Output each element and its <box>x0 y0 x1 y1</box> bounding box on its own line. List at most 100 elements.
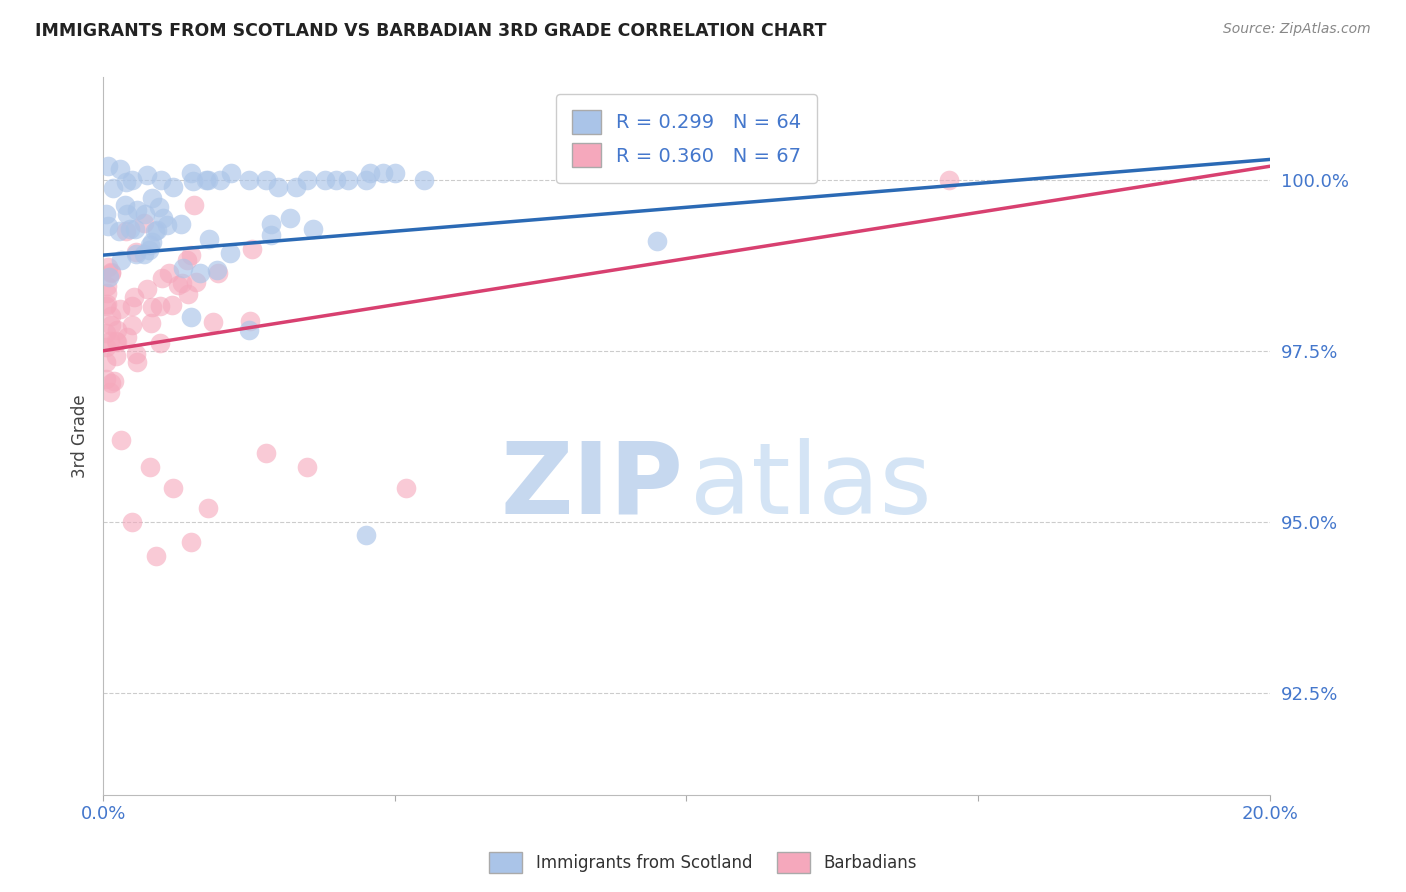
Point <box>96 285 118 300</box>
Point <box>280 211 302 226</box>
Point <box>94 326 117 341</box>
Point <box>371 166 394 180</box>
Point <box>239 314 262 328</box>
Point <box>395 481 418 495</box>
Point <box>105 334 128 349</box>
Point <box>198 232 221 246</box>
Text: IMMIGRANTS FROM SCOTLAND VS BARBADIAN 3RD GRADE CORRELATION CHART: IMMIGRANTS FROM SCOTLAND VS BARBADIAN 3R… <box>35 22 827 40</box>
Point <box>136 168 159 182</box>
Point <box>169 217 191 231</box>
Point <box>94 372 117 386</box>
Point <box>121 515 143 529</box>
Point <box>337 173 360 187</box>
Point <box>115 330 138 344</box>
Point <box>297 173 319 187</box>
Point <box>180 248 202 262</box>
Point <box>354 173 377 187</box>
Point <box>302 222 325 236</box>
Point <box>172 260 194 275</box>
Point <box>124 347 146 361</box>
Point <box>100 318 122 333</box>
Point <box>110 253 132 268</box>
Point <box>141 191 163 205</box>
Text: atlas: atlas <box>690 438 932 535</box>
Point <box>180 535 202 549</box>
Point <box>181 174 204 188</box>
Point <box>207 266 229 280</box>
Point <box>108 301 131 316</box>
Point <box>284 179 307 194</box>
Point <box>100 265 122 279</box>
Point <box>105 334 128 349</box>
Point <box>114 198 136 212</box>
Point <box>136 282 159 296</box>
Point <box>180 310 202 324</box>
Point <box>167 277 190 292</box>
Point <box>141 301 163 315</box>
Point <box>110 433 132 447</box>
Point <box>121 173 143 187</box>
Point <box>100 266 122 280</box>
Point <box>96 278 118 293</box>
Point <box>121 299 143 313</box>
Point <box>160 298 183 312</box>
Point <box>384 166 406 180</box>
Point <box>256 446 278 460</box>
Point <box>260 228 283 243</box>
Point <box>159 266 181 280</box>
Point <box>103 375 125 389</box>
Point <box>122 290 145 304</box>
Point <box>297 460 319 475</box>
Point <box>359 166 381 180</box>
Point <box>125 354 148 368</box>
Point <box>115 206 138 220</box>
Point <box>162 179 184 194</box>
Point <box>94 207 117 221</box>
Point <box>97 260 120 274</box>
Point <box>97 159 120 173</box>
Point <box>938 173 960 187</box>
Text: ZIP: ZIP <box>501 438 683 535</box>
Point <box>354 528 377 542</box>
Point <box>188 266 211 280</box>
Point <box>101 181 124 195</box>
Point <box>100 376 122 391</box>
Point <box>238 323 260 337</box>
Point <box>125 246 148 260</box>
Point <box>205 263 228 277</box>
Point <box>413 173 436 187</box>
Point <box>172 276 194 290</box>
Point <box>194 173 217 187</box>
Point <box>184 275 207 289</box>
Point <box>139 460 162 475</box>
Point <box>118 221 141 235</box>
Point <box>124 222 146 236</box>
Point <box>314 173 336 187</box>
Point <box>98 384 121 399</box>
Point <box>325 173 347 187</box>
Point <box>197 501 219 516</box>
Point <box>152 211 174 225</box>
Point <box>162 481 184 495</box>
Point <box>134 207 156 221</box>
Point <box>115 224 138 238</box>
Point <box>138 243 160 257</box>
Point <box>121 318 143 333</box>
Point <box>238 173 260 187</box>
Point <box>197 173 219 187</box>
Point <box>105 323 128 337</box>
Text: Source: ZipAtlas.com: Source: ZipAtlas.com <box>1223 22 1371 37</box>
Point <box>221 166 243 180</box>
Point <box>256 173 278 187</box>
Point <box>132 216 155 230</box>
Point <box>114 175 136 189</box>
Point <box>150 173 173 187</box>
Point <box>96 300 118 314</box>
Point <box>146 223 169 237</box>
Point <box>94 340 117 354</box>
Point <box>150 271 173 285</box>
Point <box>145 549 167 563</box>
Point <box>180 166 202 180</box>
Point <box>141 235 163 249</box>
Point <box>141 316 163 330</box>
